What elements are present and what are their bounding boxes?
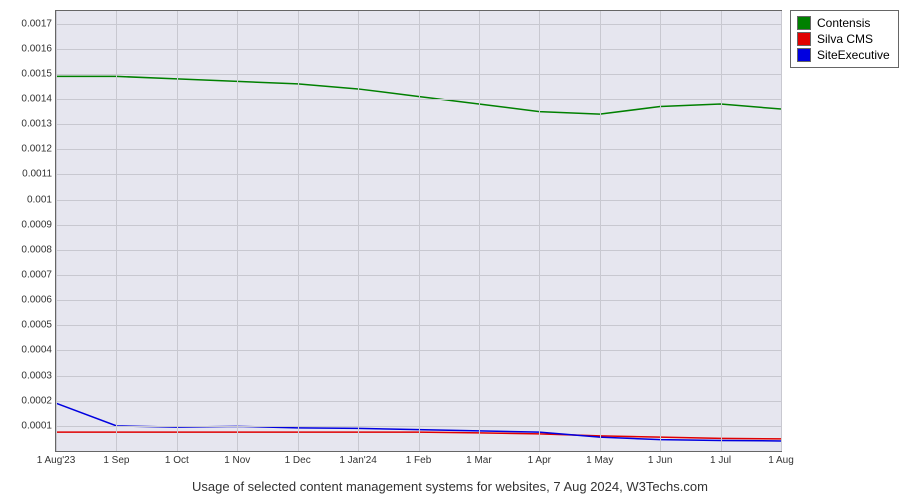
y-tick-label: 0.0007 — [21, 270, 56, 281]
y-tick-label: 0.0004 — [21, 345, 56, 356]
x-tick-label: 1 Feb — [406, 451, 432, 466]
y-tick-label: 0.0013 — [21, 119, 56, 130]
y-tick-label: 0.0012 — [21, 144, 56, 155]
y-tick-label: 0.0015 — [21, 68, 56, 79]
y-tick-label: 0.0014 — [21, 94, 56, 105]
grid-line — [479, 11, 480, 451]
grid-line — [177, 11, 178, 451]
grid-line — [56, 11, 57, 451]
plot-area: 0.00010.00020.00030.00040.00050.00060.00… — [55, 10, 782, 452]
legend-label: Contensis — [817, 15, 870, 31]
x-tick-label: 1 Aug — [768, 451, 794, 466]
y-tick-label: 0.0001 — [21, 420, 56, 431]
x-tick-label: 1 Sep — [103, 451, 129, 466]
y-tick-label: 0.0006 — [21, 295, 56, 306]
legend-swatch — [797, 48, 811, 62]
x-tick-label: 1 Apr — [528, 451, 551, 466]
x-tick-label: 1 May — [586, 451, 613, 466]
y-tick-label: 0.0008 — [21, 244, 56, 255]
y-tick-label: 0.0009 — [21, 219, 56, 230]
x-tick-label: 1 Nov — [224, 451, 250, 466]
x-tick-label: 1 Oct — [165, 451, 189, 466]
grid-line — [539, 11, 540, 451]
grid-line — [116, 11, 117, 451]
grid-line — [237, 11, 238, 451]
chart-caption: Usage of selected content management sys… — [0, 479, 900, 494]
x-tick-label: 1 Jul — [710, 451, 731, 466]
chart-container: 0.0001 0.0002 0.0003 0.0004 0.0005 0.0006 0.00… — [0, 0, 900, 500]
y-tick-label: 0.0016 — [21, 43, 56, 54]
legend-swatch — [797, 16, 811, 30]
legend-label: Silva CMS — [817, 31, 873, 47]
legend-item: Silva CMS — [797, 31, 890, 47]
grid-line — [358, 11, 359, 451]
grid-line — [298, 11, 299, 451]
legend-item: SiteExecutive — [797, 47, 890, 63]
y-tick-label: 0.0017 — [21, 18, 56, 29]
y-tick-label: 0.0011 — [22, 169, 56, 180]
y-tick-label: 0.0005 — [21, 320, 56, 331]
x-tick-label: 1 Aug'23 — [37, 451, 76, 466]
legend: ContensisSilva CMSSiteExecutive — [790, 10, 899, 68]
x-tick-label: 1 Jan'24 — [339, 451, 377, 466]
legend-label: SiteExecutive — [817, 47, 890, 63]
grid-line — [781, 11, 782, 451]
y-tick-label: 0.0003 — [21, 370, 56, 381]
x-tick-label: 1 Dec — [285, 451, 311, 466]
y-tick-label: 0.0002 — [21, 395, 56, 406]
y-tick-label: 0.001 — [27, 194, 56, 205]
x-tick-label: 1 Mar — [466, 451, 492, 466]
legend-item: Contensis — [797, 15, 890, 31]
x-tick-label: 1 Jun — [648, 451, 672, 466]
legend-swatch — [797, 32, 811, 46]
grid-line — [419, 11, 420, 451]
grid-line — [660, 11, 661, 451]
grid-line — [721, 11, 722, 451]
grid-line — [600, 11, 601, 451]
